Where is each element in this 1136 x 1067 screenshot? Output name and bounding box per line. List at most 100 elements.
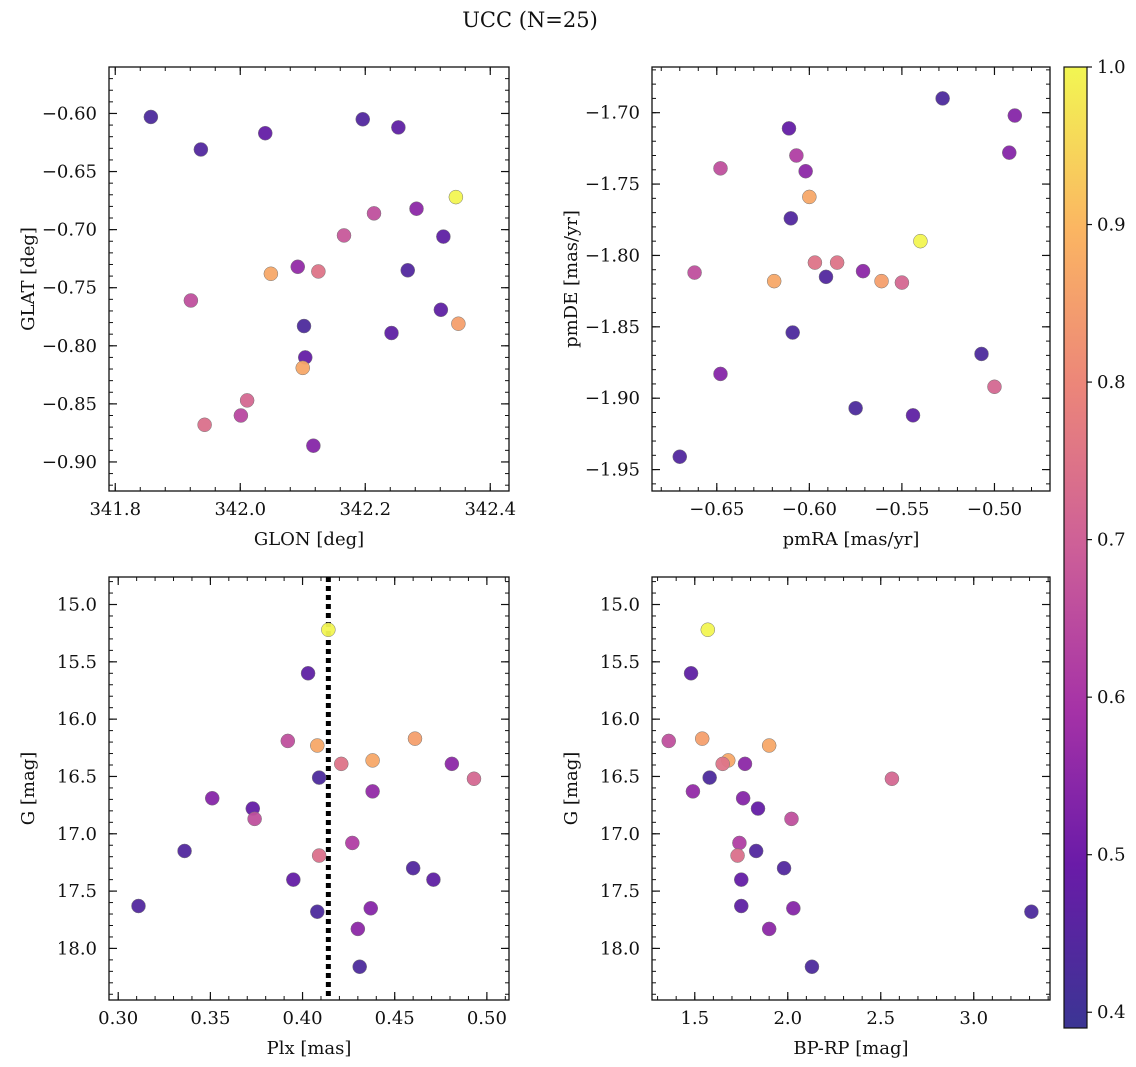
data-point [290, 259, 305, 275]
data-point [350, 921, 366, 937]
axes-frame [651, 66, 1051, 492]
data-point [784, 811, 799, 827]
data-point [366, 206, 382, 221]
y-tick-label: 17.5 [600, 881, 640, 902]
data-point [295, 360, 310, 376]
data-point [761, 921, 777, 937]
data-point [855, 263, 871, 279]
data-point [661, 733, 676, 749]
x-tick-label: 0.50 [467, 1008, 507, 1029]
data-point [694, 731, 710, 746]
y-tick-label: 16.0 [600, 709, 640, 730]
y-tick-label: −0.90 [42, 452, 97, 473]
data-point [334, 756, 349, 772]
scatter-panel-4: 1.5 2.0 2.5 3.0 15.0 15.5 16.0 16.5 17.0 17.5 18.0… [561, 576, 1051, 1059]
colorbar-tick-label: 0.8 [1097, 372, 1126, 393]
data-point [177, 843, 192, 859]
data-point [405, 860, 421, 876]
data-point [761, 738, 777, 753]
x-axis-label: GLON [deg] [254, 529, 364, 550]
data-point [700, 622, 716, 637]
data-point [310, 904, 325, 919]
data-point [400, 263, 415, 278]
data-point [466, 771, 482, 787]
data-point [436, 229, 451, 244]
data-point [905, 408, 921, 423]
y-tick-label: 15.0 [57, 595, 97, 616]
x-tick-label: −0.50 [967, 499, 1022, 520]
x-tick-label: 1.5 [680, 1008, 709, 1029]
data-point [766, 273, 782, 289]
data-point [713, 366, 728, 382]
data-point [730, 848, 745, 863]
axes-frame [108, 66, 510, 492]
data-point [776, 860, 792, 876]
data-point [258, 125, 273, 141]
data-point [894, 275, 910, 290]
data-point [336, 228, 352, 243]
data-point [734, 898, 749, 914]
data-point [735, 790, 751, 806]
data-point [352, 959, 367, 975]
data-point [913, 233, 928, 249]
x-axis-label: BP-RP [mag] [793, 1038, 908, 1059]
data-point [407, 731, 423, 746]
y-tick-label: −1.80 [585, 245, 640, 266]
data-point [193, 142, 209, 157]
colorbar: 0.4 0.5 0.6 0.7 0.8 0.9 1.0 [1063, 57, 1126, 1029]
data-point [935, 91, 950, 106]
data-point [363, 901, 379, 916]
x-axis-label: Plx [mas] [267, 1038, 352, 1059]
y-tick-label: −1.90 [585, 388, 640, 409]
x-tick-label: −0.65 [689, 499, 744, 520]
axes-frame [651, 576, 1051, 1001]
data-point [321, 622, 336, 637]
data-point [818, 269, 834, 285]
y-axis-label: G [mag] [18, 752, 39, 825]
y-tick-label: 18.0 [57, 938, 97, 959]
y-axis-label: G [mag] [561, 752, 582, 825]
data-point [345, 835, 360, 851]
data-point [715, 756, 730, 772]
y-tick-label: −0.75 [42, 278, 97, 299]
data-point [748, 843, 764, 859]
x-tick-label: 0.35 [190, 1008, 230, 1029]
data-point [687, 265, 702, 280]
data-point [247, 811, 262, 827]
data-point [311, 848, 327, 863]
data-point [280, 733, 296, 749]
x-tick-label: −0.55 [874, 499, 929, 520]
data-point [233, 408, 249, 423]
scatter-panel-2: −0.65 −0.60 −0.55 −0.50 −1.70 −1.75 −1.80 −1.85… [561, 66, 1051, 550]
data-point [702, 770, 717, 785]
data-point [310, 738, 325, 753]
y-tick-label: −1.75 [585, 174, 640, 195]
data-point [300, 666, 316, 681]
data-point [804, 959, 820, 975]
colorbar-tick-label: 0.5 [1097, 845, 1126, 866]
y-tick-label: 16.0 [57, 709, 97, 730]
data-point [734, 872, 749, 887]
data-point [197, 417, 212, 433]
data-point [781, 121, 797, 136]
axes-frame [108, 576, 510, 1001]
x-tick-label: 0.45 [375, 1008, 415, 1029]
data-point [311, 264, 326, 279]
x-tick-label: 341.8 [89, 499, 141, 520]
data-point [750, 801, 766, 816]
x-tick-label: −0.60 [782, 499, 837, 520]
x-axis-label: pmRA [mas/yr] [783, 529, 920, 550]
y-tick-label: 15.0 [600, 595, 640, 616]
data-point [829, 255, 845, 270]
data-point [683, 666, 699, 681]
y-tick-label: 16.5 [600, 766, 640, 787]
colorbar-tick-label: 0.9 [1097, 215, 1126, 236]
data-point [365, 784, 380, 799]
data-point [143, 109, 159, 125]
y-tick-label: −1.85 [585, 317, 640, 338]
scatter-panel-1: 341.8 342.0 342.2 342.4 −0.60 −0.65 −0.70 −0.75… [18, 66, 516, 550]
data-point [786, 901, 801, 916]
y-tick-label: −0.80 [42, 336, 97, 357]
data-point [1002, 145, 1017, 160]
y-tick-label: −1.70 [585, 103, 640, 124]
